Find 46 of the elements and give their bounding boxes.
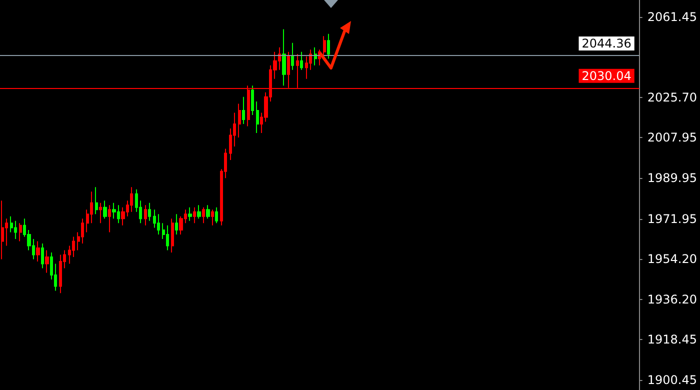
candlestick [157,214,160,235]
candlestick [148,202,151,222]
y-tick-label: 1900.45 [647,372,697,387]
candlestick [19,222,22,242]
y-tick-label: 2007.95 [647,130,697,145]
candlestick [242,96,245,124]
candlestick [251,85,254,116]
candlestick [144,204,147,226]
y-tick-label: 2061.45 [647,10,697,24]
candlestick [282,28,286,86]
candlestick [300,51,303,70]
candlestick [59,254,62,294]
candlestick [291,42,294,70]
candlestick [45,250,49,274]
y-tick-label: 1954.20 [647,252,697,266]
candlestick [171,218,174,253]
candlestick [166,224,169,251]
candlestick [108,204,111,233]
candlestick [256,100,259,134]
candlestick [1,200,4,260]
y-tick-label: 1918.45 [647,332,697,346]
y-tick-label: 1936.20 [647,292,697,306]
candlestick [314,46,317,66]
ref-line-label: 2030.04 [582,68,632,83]
candlestick [327,33,330,60]
y-tick-label: 1971.95 [647,212,697,226]
candlestick [130,186,133,212]
candlestick [211,209,214,226]
candlestick [193,206,196,224]
candlestick [99,202,102,224]
candlestick [238,103,241,138]
candlestick [202,206,205,224]
candlestick [175,214,178,235]
candlestick [41,242,44,269]
candlestick [188,206,192,222]
candlestick [112,202,116,220]
candlestick [197,204,201,220]
candlestick [36,240,40,262]
y-tick-label: 1989.95 [647,171,697,186]
candlestick [103,200,107,220]
candlestick [14,220,17,240]
candlestick [206,204,210,220]
ref-line-label: 2044.36 [582,36,632,51]
candlestick [215,206,218,224]
y-tick-label: 2025.70 [647,90,697,105]
candlestick [95,186,98,215]
